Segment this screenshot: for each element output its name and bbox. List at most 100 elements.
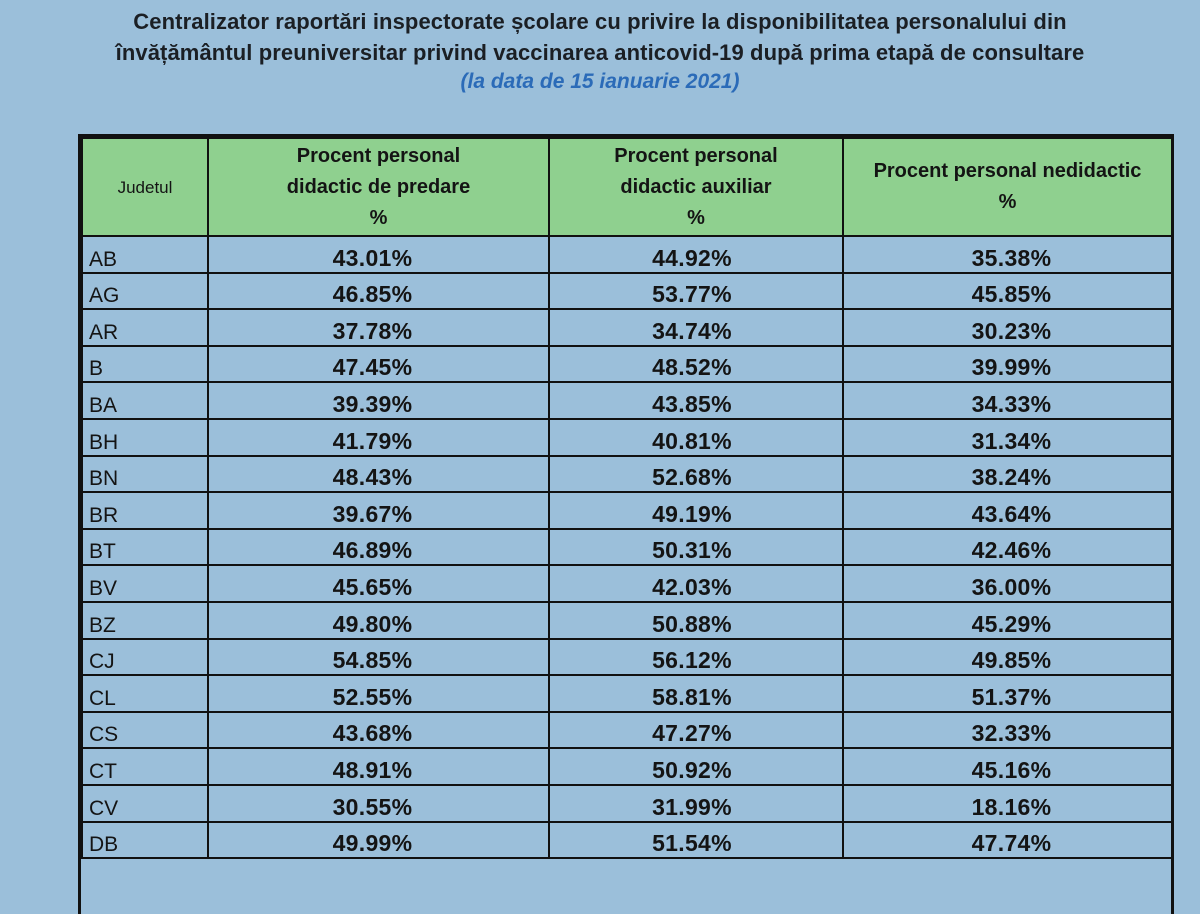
auxiliar-value: 50.88%	[652, 610, 732, 637]
table-row: CV 30.55% 31.99% 18.16%	[81, 783, 1173, 823]
nedidactic-value: 32.33%	[971, 720, 1052, 747]
nedidactic-value: 39.99%	[971, 354, 1052, 381]
auxiliar-cell: 56.12%	[548, 637, 844, 677]
predare-value: 46.89%	[332, 537, 413, 564]
judet-cell: DB	[81, 820, 209, 860]
auxiliar-cell: 49.19%	[548, 491, 844, 530]
nedidactic-value: 42.46%	[971, 537, 1052, 564]
nedidactic-cell: 30.23%	[842, 308, 1173, 347]
data-table: Judetul Procent personal didactic de pre…	[81, 137, 1173, 860]
judet-cell: B	[81, 344, 209, 384]
table-row: BN 48.43% 52.68% 38.24%	[81, 454, 1173, 494]
judet-cell: AB	[81, 235, 209, 274]
judet-cell: AR	[81, 308, 209, 347]
nedidactic-value: 49.85%	[971, 647, 1052, 674]
table-row: B 47.45% 48.52% 39.99%	[81, 344, 1173, 384]
judet-cell: AG	[81, 271, 209, 311]
table-header-row: Judetul Procent personal didactic de pre…	[81, 137, 1173, 237]
header-predare: Procent personal didactic de predare %	[207, 137, 550, 237]
nedidactic-cell: 49.85%	[842, 637, 1173, 677]
judet-cell: CV	[81, 783, 209, 823]
auxiliar-value: 58.81%	[652, 683, 732, 710]
table-body: AB 43.01% 44.92% 35.38% AG 46.85% 53.77% 45.85…	[81, 235, 1173, 860]
table-row: CT 48.91% 50.92% 45.16%	[81, 747, 1173, 786]
predare-cell: 39.67%	[207, 491, 550, 530]
predare-cell: 41.79%	[207, 417, 550, 457]
auxiliar-value: 40.81%	[652, 427, 732, 454]
header-nedidactic-line-2: %	[998, 191, 1017, 213]
table-row: BA 39.39% 43.85% 34.33%	[81, 381, 1173, 420]
document-subtitle: (la data de 15 ianuarie 2021)	[460, 70, 740, 93]
predare-value: 48.91%	[332, 756, 413, 783]
nedidactic-cell: 39.99%	[842, 344, 1173, 384]
auxiliar-value: 53.77%	[652, 281, 732, 308]
document-header: Centralizator raportări inspectorate șco…	[0, 6, 1200, 96]
nedidactic-cell: 42.46%	[842, 527, 1173, 567]
auxiliar-cell: 34.74%	[548, 308, 844, 347]
predare-cell: 37.78%	[207, 308, 550, 347]
predare-cell: 48.43%	[207, 454, 550, 494]
judet-cell: CJ	[81, 637, 209, 677]
predare-cell: 49.80%	[207, 600, 550, 640]
nedidactic-cell: 35.38%	[842, 235, 1173, 274]
judet-cell: BR	[81, 491, 209, 530]
table-row: CL 52.55% 58.81% 51.37%	[81, 674, 1173, 713]
nedidactic-value: 45.16%	[971, 756, 1052, 783]
vaccination-table: Judetul Procent personal didactic de pre…	[78, 134, 1174, 914]
nedidactic-cell: 45.16%	[842, 747, 1173, 786]
nedidactic-cell: 47.74%	[842, 820, 1173, 860]
nedidactic-cell: 18.16%	[842, 783, 1173, 823]
predare-cell: 49.99%	[207, 820, 550, 860]
predare-value: 54.85%	[332, 647, 413, 674]
auxiliar-value: 47.27%	[652, 720, 732, 747]
nedidactic-value: 45.85%	[971, 281, 1052, 308]
auxiliar-cell: 31.99%	[548, 783, 844, 823]
judet-cell: CS	[81, 710, 209, 750]
auxiliar-value: 48.52%	[652, 354, 732, 381]
nedidactic-cell: 43.64%	[842, 491, 1173, 530]
auxiliar-value: 50.92%	[652, 756, 732, 783]
auxiliar-value: 43.85%	[652, 390, 732, 417]
predare-cell: 30.55%	[207, 783, 550, 823]
auxiliar-cell: 53.77%	[548, 271, 844, 311]
predare-value: 43.68%	[332, 720, 413, 747]
nedidactic-value: 30.23%	[971, 317, 1052, 344]
document-title-line-2: învățământul preuniversitar privind vacc…	[115, 40, 1085, 65]
judet-cell: CT	[81, 747, 209, 786]
auxiliar-cell: 50.31%	[548, 527, 844, 567]
nedidactic-cell: 51.37%	[842, 674, 1173, 713]
table-row: BZ 49.80% 50.88% 45.29%	[81, 600, 1173, 640]
table-row: BR 39.67% 49.19% 43.64%	[81, 491, 1173, 530]
auxiliar-cell: 51.54%	[548, 820, 844, 860]
nedidactic-value: 31.34%	[971, 427, 1052, 454]
predare-cell: 39.39%	[207, 381, 550, 420]
predare-value: 30.55%	[332, 793, 413, 820]
auxiliar-cell: 50.88%	[548, 600, 844, 640]
header-nedidactic-line-1: Procent personal nedidactic	[873, 160, 1142, 182]
nedidactic-value: 45.29%	[971, 610, 1052, 637]
nedidactic-value: 51.37%	[971, 683, 1052, 710]
header-predare-line-3: %	[369, 206, 388, 229]
auxiliar-cell: 43.85%	[548, 381, 844, 420]
nedidactic-cell: 45.85%	[842, 271, 1173, 311]
auxiliar-cell: 48.52%	[548, 344, 844, 384]
auxiliar-cell: 40.81%	[548, 417, 844, 457]
predare-value: 39.67%	[332, 500, 413, 527]
nedidactic-cell: 38.24%	[842, 454, 1173, 494]
judet-cell: BZ	[81, 600, 209, 640]
predare-cell: 45.65%	[207, 564, 550, 603]
judet-cell: BA	[81, 381, 209, 420]
predare-cell: 46.89%	[207, 527, 550, 567]
predare-cell: 54.85%	[207, 637, 550, 677]
auxiliar-cell: 58.81%	[548, 674, 844, 713]
predare-cell: 52.55%	[207, 674, 550, 713]
nedidactic-value: 35.38%	[971, 244, 1052, 271]
table-row: CJ 54.85% 56.12% 49.85%	[81, 637, 1173, 677]
table-row: AB 43.01% 44.92% 35.38%	[81, 235, 1173, 274]
header-auxiliar-line-2: didactic auxiliar	[620, 175, 772, 198]
predare-value: 47.45%	[332, 354, 413, 381]
predare-cell: 43.01%	[207, 235, 550, 274]
header-auxiliar-line-3: %	[687, 206, 705, 229]
auxiliar-value: 31.99%	[652, 793, 732, 820]
predare-value: 49.99%	[332, 830, 413, 857]
